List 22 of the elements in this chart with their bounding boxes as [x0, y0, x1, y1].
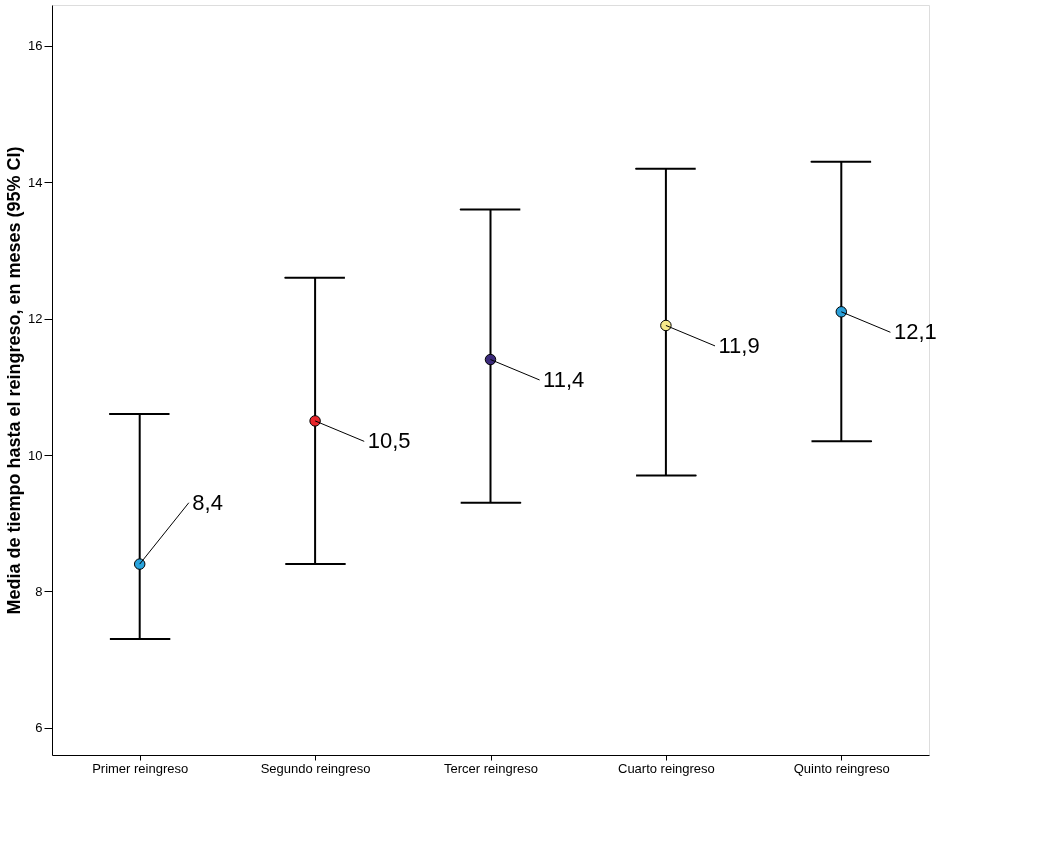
data-label: 10,5	[367, 428, 411, 454]
x-tick-label: Quinto reingreso	[793, 760, 890, 776]
point	[660, 319, 672, 332]
y-tick-label: 10	[28, 447, 43, 463]
y-tick-label: 8	[35, 583, 43, 599]
x-tick-label: Primer reingreso	[92, 760, 189, 776]
y-tick-label: 14	[28, 174, 43, 190]
y-tick-label: 6	[35, 720, 43, 736]
y-tick-label: 16	[28, 38, 43, 54]
point	[309, 415, 321, 427]
y-axis-title: Media de tiempo hasta el reingreso, en meses (95% CI)	[4, 146, 25, 615]
point	[484, 353, 497, 366]
point	[133, 558, 146, 570]
data-label: 8,4	[192, 489, 223, 515]
x-tick-label: Cuarto reingreso	[617, 760, 715, 776]
data-label: 11,9	[718, 332, 760, 358]
data-label: 12,1	[893, 319, 937, 345]
x-tick-label: Tercer reingreso	[444, 760, 538, 776]
data-label: 11,4	[543, 367, 585, 392]
x-tick-label: Segundo reingreso	[260, 760, 371, 776]
y-tick-label: 12	[28, 311, 43, 327]
point	[835, 306, 848, 318]
